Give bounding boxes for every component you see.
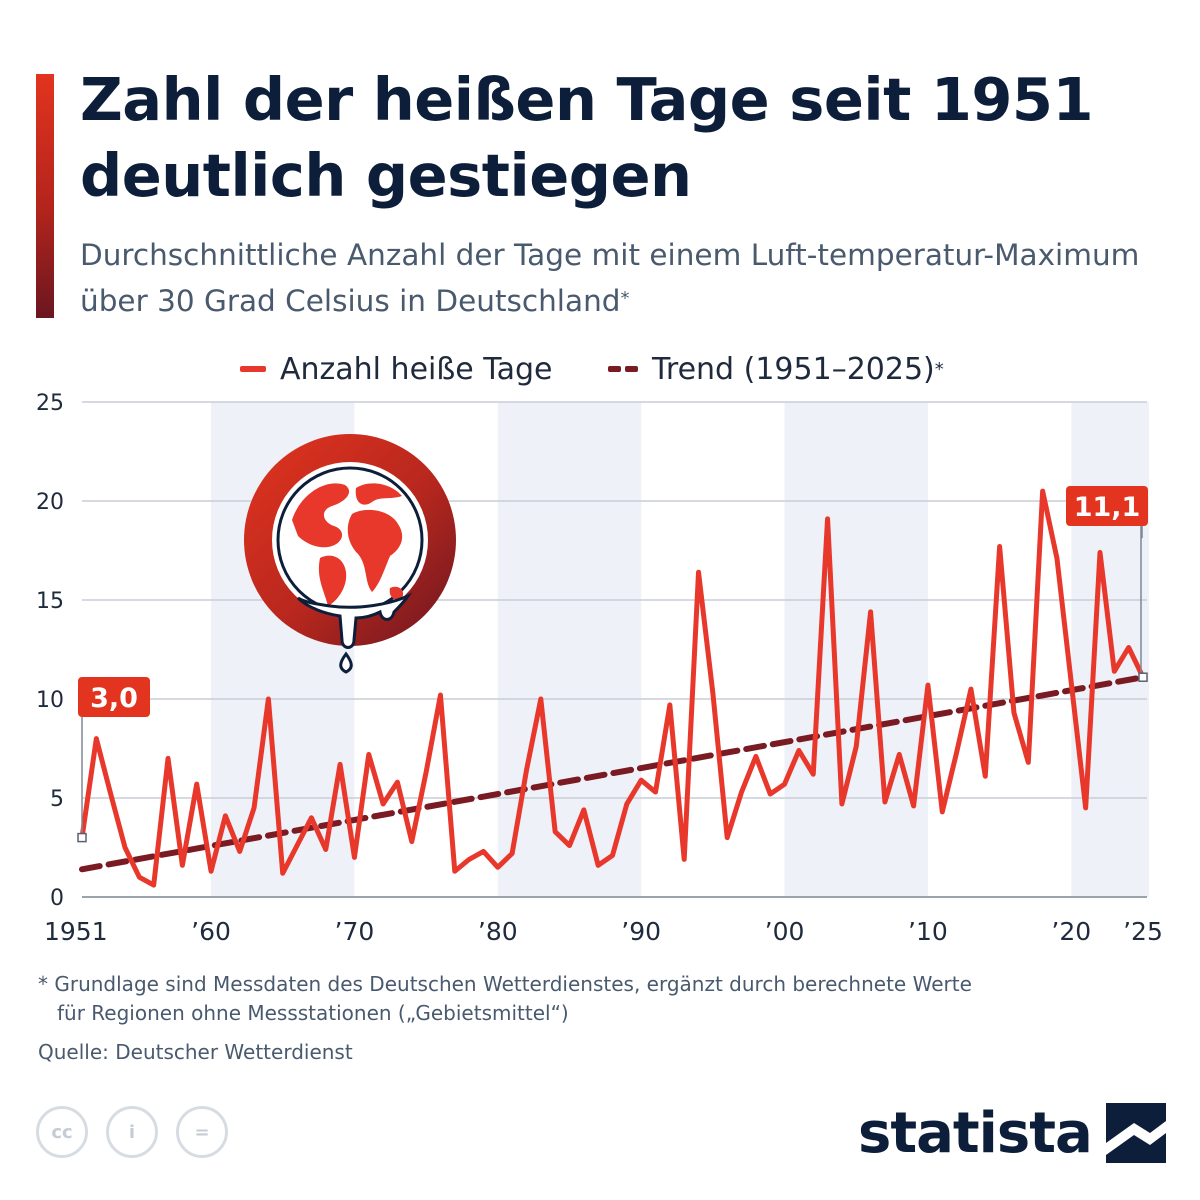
- subtitle-text: Durchschnittliche Anzahl der Tage mit ei…: [80, 238, 1140, 318]
- logo-mark-icon: [1105, 1103, 1166, 1163]
- x-tick-label: ’90: [621, 917, 661, 946]
- legend-item-trend: Trend (1951–2025) *: [608, 344, 944, 394]
- hot-days-line: [79, 488, 1146, 888]
- legend-label-trend: Trend (1951–2025): [652, 351, 935, 387]
- decade-band: [784, 402, 928, 897]
- subtitle-footnote-mark: *: [620, 288, 630, 309]
- chart-subtitle: Durchschnittliche Anzahl der Tage mit ei…: [80, 232, 1170, 324]
- legend-trend-mark: *: [934, 358, 944, 380]
- legend-label-hot-days: Anzahl heiße Tage: [280, 351, 553, 387]
- y-tick-label: 15: [36, 589, 64, 614]
- y-tick-label: 10: [36, 688, 64, 713]
- cc-icon[interactable]: cc: [36, 1106, 88, 1158]
- x-tick-label: ’80: [478, 917, 518, 946]
- chart-title: Zahl der heißen Tage seit 1951 deutlich …: [80, 65, 1094, 210]
- logo-text: statista: [858, 1100, 1093, 1166]
- x-tick-label: ’60: [191, 917, 231, 946]
- x-tick-label: ’25: [1123, 917, 1163, 946]
- x-tick-label: ’20: [1051, 917, 1091, 946]
- source-note: Quelle: Deutscher Wetterdienst: [38, 1040, 353, 1064]
- y-tick-label: 25: [36, 391, 64, 416]
- legend-swatch-dashed: [608, 366, 638, 372]
- footnote-line-1: Grundlage sind Messdaten des Deutschen W…: [54, 972, 972, 996]
- statista-logo[interactable]: statista: [858, 1098, 1166, 1168]
- legend-swatch-solid: [240, 366, 266, 372]
- x-tick-label: 1951: [44, 917, 108, 946]
- callout-box: [1066, 486, 1148, 526]
- y-tick-label: 5: [50, 787, 64, 812]
- license-icons: cc i =: [36, 1106, 228, 1158]
- callout-label: 11,1: [1074, 492, 1141, 523]
- y-tick-label: 20: [36, 490, 64, 515]
- nd-icon[interactable]: =: [176, 1106, 228, 1158]
- y-tick-label: 0: [50, 886, 64, 911]
- y-axis-labels: 0 5 10 15 20 25: [36, 391, 64, 911]
- title-accent-bar: [36, 74, 54, 318]
- by-icon[interactable]: i: [106, 1106, 158, 1158]
- x-tick-label: ’00: [765, 917, 805, 946]
- decade-bands: [211, 402, 1149, 897]
- x-axis-labels: 1951 ’60 ’70 ’80 ’90 ’00 ’10 ’20 ’25: [44, 917, 1163, 946]
- callout-box: [78, 677, 150, 717]
- callout-point-marker: [1138, 672, 1148, 682]
- melting-globe-icon: [244, 434, 456, 674]
- footnote-mark: *: [38, 972, 48, 996]
- x-tick-label: ’10: [908, 917, 948, 946]
- footnote: * Grundlage sind Messdaten des Deutschen…: [38, 970, 1158, 1028]
- legend-item-hot-days: Anzahl heiße Tage: [240, 344, 553, 394]
- chart-legend: Anzahl heiße Tage Trend (1951–2025) *: [0, 344, 1200, 394]
- x-tick-label: ’70: [335, 917, 375, 946]
- footnote-line-2: für Regionen ohne Messstationen („Gebiet…: [57, 1001, 569, 1025]
- callout-point-marker: [77, 832, 87, 843]
- decade-band: [497, 402, 642, 897]
- callout-label: 3,0: [90, 683, 138, 714]
- value-callouts: 3,0 11,1: [77, 486, 1148, 843]
